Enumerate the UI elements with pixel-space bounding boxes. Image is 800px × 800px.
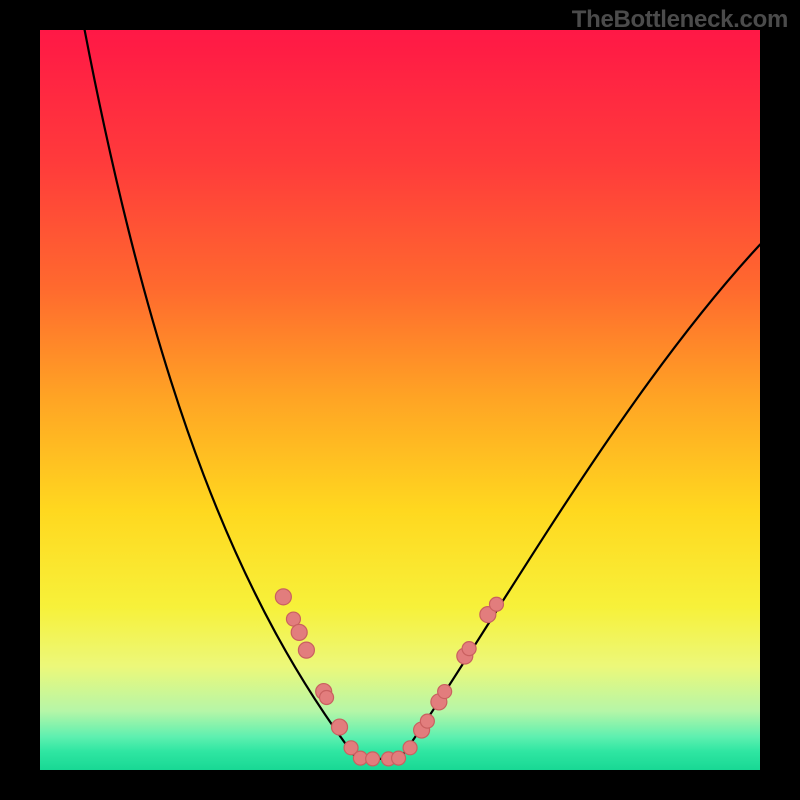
data-marker <box>332 719 348 735</box>
data-marker <box>298 642 314 658</box>
data-marker <box>462 642 476 656</box>
data-marker <box>392 751 406 765</box>
data-marker <box>489 597 503 611</box>
data-marker <box>275 589 291 605</box>
data-marker <box>366 752 380 766</box>
plot-area <box>40 30 760 770</box>
watermark-text: TheBottleneck.com <box>572 6 788 34</box>
chart-root: TheBottleneck.com <box>0 0 800 800</box>
data-marker <box>420 714 434 728</box>
data-marker <box>403 741 417 755</box>
data-marker <box>438 685 452 699</box>
gradient-background <box>40 30 760 770</box>
data-marker <box>291 624 307 640</box>
data-marker <box>320 690 334 704</box>
